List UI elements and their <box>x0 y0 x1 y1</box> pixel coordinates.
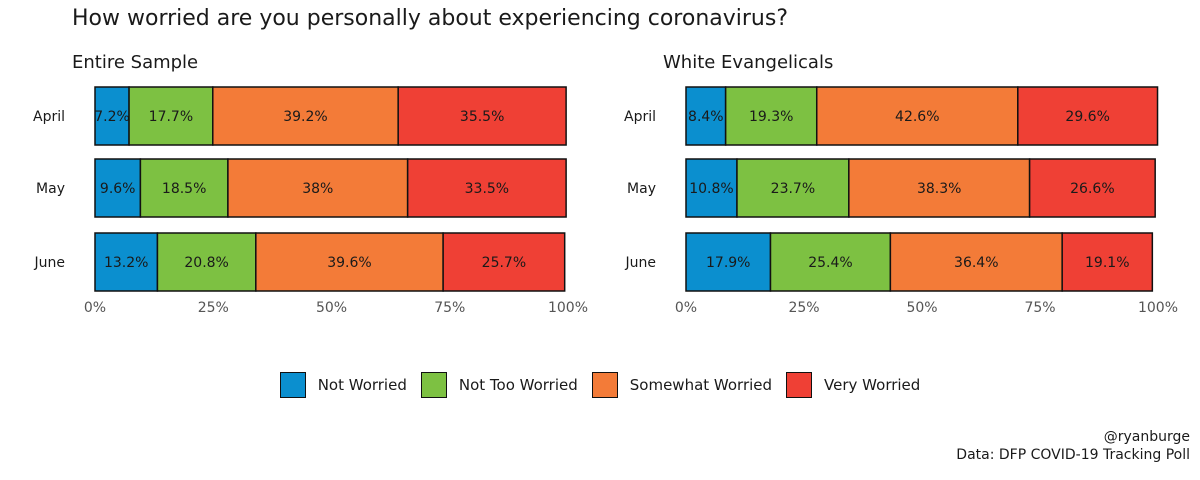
legend: Not Worried Not Too Worried Somewhat Wor… <box>0 372 1200 398</box>
bar-segment-not-worried <box>94 232 159 292</box>
data-label: 25.4% <box>808 255 852 271</box>
data-label: 17.7% <box>149 109 193 125</box>
panel-entire-sample: Entire Sample 0% 25% 50% 75% 100% April 7.2% 17.… <box>33 52 588 316</box>
bar-segment-somewhat-worried <box>255 232 444 292</box>
data-label: 35.5% <box>460 109 504 125</box>
legend-item-very-worried: Very Worried <box>786 372 920 398</box>
bar-segment-not-worried <box>685 232 772 292</box>
x-tick-label: 75% <box>434 300 465 316</box>
x-tick-label: 50% <box>316 300 347 316</box>
data-label: 33.5% <box>465 181 509 197</box>
bar-segment-somewhat-worried <box>848 158 1031 218</box>
bar-segment-very-worried <box>1061 232 1154 292</box>
legend-item-somewhat-worried: Somewhat Worried <box>591 372 773 398</box>
data-label: 9.6% <box>100 181 136 197</box>
legend-item-not-too-worried: Not Too Worried <box>420 372 578 398</box>
legend-swatch-not-too-worried <box>420 372 447 398</box>
data-label: 19.3% <box>749 109 793 125</box>
bar-segment-not-too-worried <box>724 86 818 146</box>
bar-segment-very-worried <box>1017 86 1159 146</box>
bar-segment-not-worried <box>685 86 727 146</box>
data-label: 20.8% <box>184 255 228 271</box>
bar-segment-somewhat-worried <box>889 232 1063 292</box>
bar-segment-not-too-worried <box>128 86 214 146</box>
bar-segment-not-worried <box>94 86 130 146</box>
category-label-may: May <box>36 181 65 197</box>
category-label-april: April <box>33 109 65 125</box>
data-label: 39.6% <box>327 255 371 271</box>
caption-handle: @ryanburge <box>1103 429 1190 445</box>
legend-label-very-worried: Very Worried <box>824 376 921 394</box>
data-label: 26.6% <box>1070 181 1114 197</box>
bar-segment-somewhat-worried <box>815 86 1019 146</box>
data-label: 13.2% <box>104 255 148 271</box>
x-tick-label: 25% <box>198 300 229 316</box>
data-label: 19.1% <box>1085 255 1129 271</box>
legend-label-not-worried: Not Worried <box>317 376 407 394</box>
x-tick-label: 75% <box>1024 300 1055 316</box>
category-label-june: June <box>34 255 66 271</box>
legend-swatch-very-worried <box>786 372 813 398</box>
legend-swatch-not-worried <box>279 372 306 398</box>
chart-title: How worried are you personally about exp… <box>72 6 789 31</box>
bar-segment-not-too-worried <box>139 158 229 218</box>
legend-swatch-somewhat-worried <box>591 372 618 398</box>
data-label: 18.5% <box>162 181 206 197</box>
panel-subtitle: Entire Sample <box>72 52 198 73</box>
data-label: 10.8% <box>689 181 733 197</box>
bar-segment-very-worried <box>1028 158 1156 218</box>
bar-segment-not-worried <box>94 158 142 218</box>
bar-segment-somewhat-worried <box>212 86 399 146</box>
x-tick-label: 100% <box>1138 300 1178 316</box>
legend-label-somewhat-worried: Somewhat Worried <box>629 376 773 394</box>
data-label: 42.6% <box>895 109 939 125</box>
category-label-june: June <box>625 255 657 271</box>
bar-segment-not-too-worried <box>769 232 892 292</box>
caption: @ryanburge Data: DFP COVID-19 Tracking P… <box>956 428 1190 464</box>
category-label-april: April <box>624 109 656 125</box>
bar-segment-very-worried <box>442 232 566 292</box>
data-label: 38.3% <box>917 181 961 197</box>
caption-source: Data: DFP COVID-19 Tracking Poll <box>956 447 1190 463</box>
bar-segment-not-worried <box>685 158 738 218</box>
bar-segment-very-worried <box>406 158 567 218</box>
data-label: 7.2% <box>94 109 130 125</box>
data-label: 8.4% <box>688 109 724 125</box>
bar-segment-not-too-worried <box>736 158 850 218</box>
category-label-may: May <box>627 181 656 197</box>
x-tick-label: 50% <box>906 300 937 316</box>
x-tick-label: 100% <box>548 300 588 316</box>
panel-subtitle: White Evangelicals <box>663 52 833 73</box>
data-label: 36.4% <box>954 255 998 271</box>
x-tick-label: 0% <box>84 300 106 316</box>
data-label: 29.6% <box>1065 109 1109 125</box>
data-label: 25.7% <box>482 255 526 271</box>
bar-segment-very-worried <box>397 86 567 146</box>
data-label: 17.9% <box>706 255 750 271</box>
legend-label-not-too-worried: Not Too Worried <box>458 376 578 394</box>
data-label: 39.2% <box>283 109 327 125</box>
data-label: 23.7% <box>771 181 815 197</box>
panel-white-evangelicals: White Evangelicals 0% 25% 50% 75% 100% April 8.… <box>624 52 1178 316</box>
legend-item-not-worried: Not Worried <box>279 372 407 398</box>
data-label: 38% <box>302 181 333 197</box>
x-tick-label: 0% <box>675 300 697 316</box>
bar-segment-not-too-worried <box>156 232 257 292</box>
x-tick-label: 25% <box>788 300 819 316</box>
